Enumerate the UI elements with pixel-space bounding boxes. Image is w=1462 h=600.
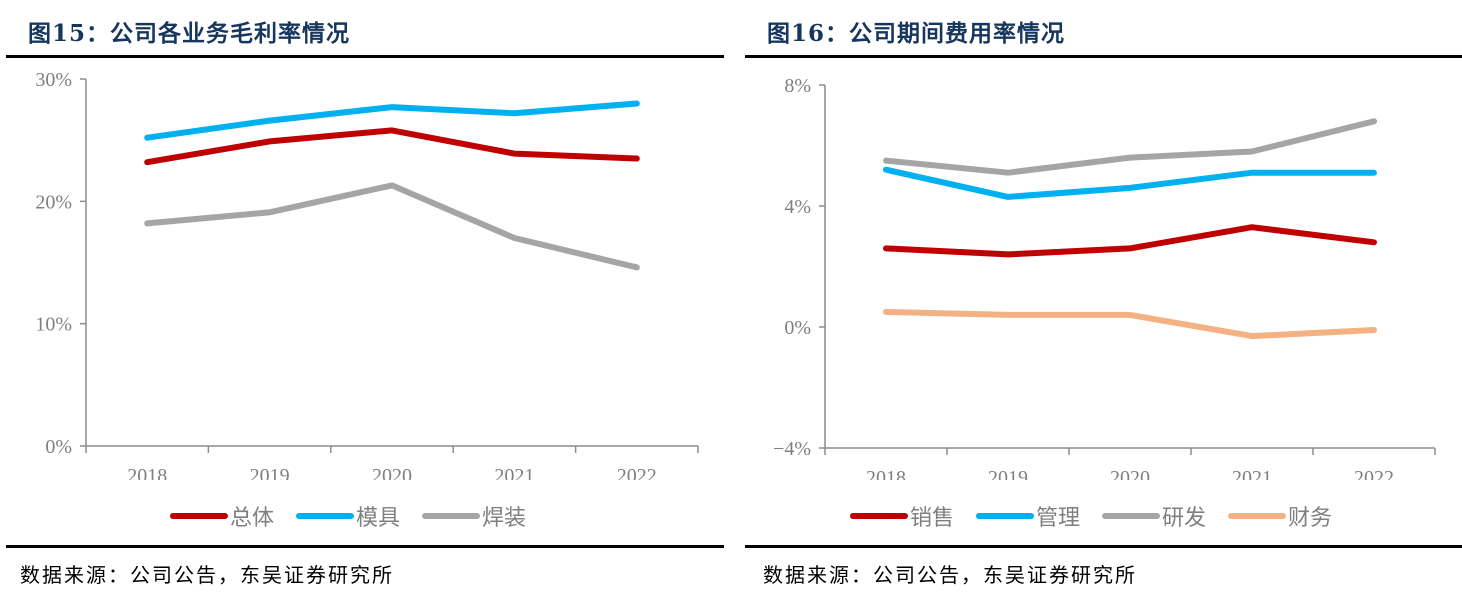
legend-item: 焊装 — [422, 500, 526, 532]
legend-label: 管理 — [1036, 506, 1081, 531]
series-line-焊装 — [144, 182, 640, 271]
title-divider — [745, 55, 1462, 58]
legend-item: 模具 — [296, 500, 400, 532]
x-tick-label: 2019 — [988, 467, 1028, 480]
expense-ratio-chart: −4% 0% 4% 8% 2018 2019 2020 2021 2022 — [773, 75, 1436, 480]
y-tick-label: 30% — [35, 69, 72, 91]
x-tick-label: 2018 — [127, 465, 167, 480]
y-tick-label: 4% — [784, 196, 811, 218]
source-divider — [6, 545, 724, 548]
legend-item: 研发 — [1102, 500, 1206, 532]
legend-swatch — [170, 513, 228, 519]
x-tick-label: 2018 — [866, 467, 906, 480]
gross-margin-chart: 0% 10% 20% 30% 2018 2019 2020 2021 2022 — [35, 69, 699, 480]
y-tick-label: 8% — [784, 75, 811, 97]
series-line-模具 — [144, 100, 640, 141]
series-line-销售 — [883, 224, 1377, 258]
figure-15-panel: 图15：公司各业务毛利率情况 0% 10% 20% 30% 2018 2019 2020 20… — [0, 0, 730, 600]
legend-label: 模具 — [356, 506, 401, 531]
legend-swatch — [1228, 513, 1287, 519]
x-tick-label: 2021 — [1232, 467, 1272, 480]
y-tick-label: 0% — [45, 436, 72, 458]
legend-item: 销售 — [850, 500, 954, 532]
legend-swatch — [296, 513, 355, 519]
legend-swatch — [1102, 513, 1161, 519]
legend-label: 销售 — [910, 506, 955, 531]
legend-label: 财务 — [1288, 506, 1333, 531]
legend-label: 研发 — [1162, 506, 1207, 531]
x-tick-label: 2020 — [1110, 467, 1150, 480]
y-tick-label: −4% — [773, 438, 811, 460]
x-tick-label: 2022 — [1354, 467, 1394, 480]
x-tick-label: 2019 — [250, 465, 290, 480]
y-tick-label: 20% — [35, 191, 72, 213]
source-divider — [745, 545, 1462, 548]
legend-item: 管理 — [976, 500, 1080, 532]
series-line-总体 — [144, 127, 640, 166]
x-tick-label: 2020 — [372, 465, 412, 480]
series-line-研发 — [883, 118, 1377, 176]
data-source-note: 数据来源：公司公告，东吴证券研究所 — [763, 563, 1137, 587]
x-tick-label: 2021 — [494, 465, 534, 480]
figure-16-panel: 图16：公司期间费用率情况 −4% 0% 4% 8% 2018 2019 2020 2021 2… — [745, 0, 1462, 600]
chart-legend: 总体 模具 焊装 — [170, 500, 548, 532]
series-line-管理 — [883, 166, 1377, 200]
legend-item: 总体 — [170, 500, 274, 532]
figure-title: 图16：公司期间费用率情况 — [767, 20, 1066, 47]
y-tick-label: 0% — [784, 317, 811, 339]
legend-label: 焊装 — [482, 506, 527, 531]
legend-item: 财务 — [1228, 500, 1332, 532]
legend-swatch — [422, 513, 481, 519]
data-source-note: 数据来源：公司公告，东吴证券研究所 — [20, 563, 394, 587]
series-line-财务 — [883, 308, 1377, 340]
y-tick-label: 10% — [35, 314, 72, 336]
legend-swatch — [850, 513, 908, 519]
x-tick-label: 2022 — [617, 465, 657, 480]
title-divider — [6, 55, 724, 58]
chart-legend: 销售 管理 研发 财务 — [850, 500, 1354, 532]
legend-label: 总体 — [230, 506, 275, 531]
figure-title: 图15：公司各业务毛利率情况 — [28, 20, 351, 47]
legend-swatch — [976, 513, 1035, 519]
